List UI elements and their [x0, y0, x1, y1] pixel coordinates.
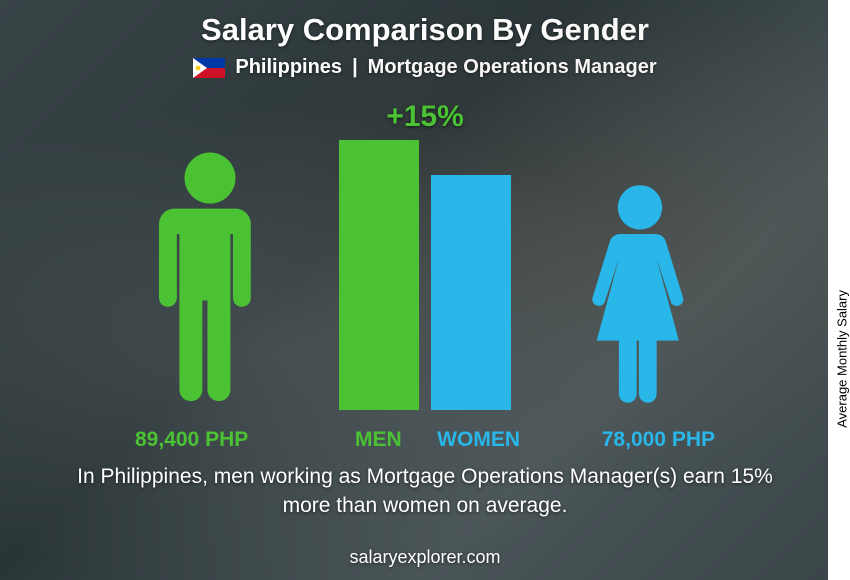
bars-group [339, 140, 511, 410]
caption-text: In Philippines, men working as Mortgage … [65, 463, 785, 520]
women-label: WOMEN [437, 428, 520, 452]
side-strip: Average Monthly Salary [828, 0, 850, 580]
percent-diff-label: +15% [386, 100, 464, 134]
bar-men [339, 140, 419, 410]
flag-icon [193, 58, 225, 78]
female-icon [575, 183, 705, 410]
men-salary: 89,400 PHP [135, 428, 248, 452]
male-icon [145, 150, 275, 410]
footer-source: salaryexplorer.com [349, 547, 500, 568]
men-label: MEN [355, 428, 402, 452]
chart-area: +15% 89,400 PHP MEN WOMEN 78,000 PHP [85, 100, 765, 440]
bar-women [431, 175, 511, 410]
women-salary: 78,000 PHP [602, 428, 715, 452]
side-axis-label: Average Monthly Salary [835, 290, 850, 428]
